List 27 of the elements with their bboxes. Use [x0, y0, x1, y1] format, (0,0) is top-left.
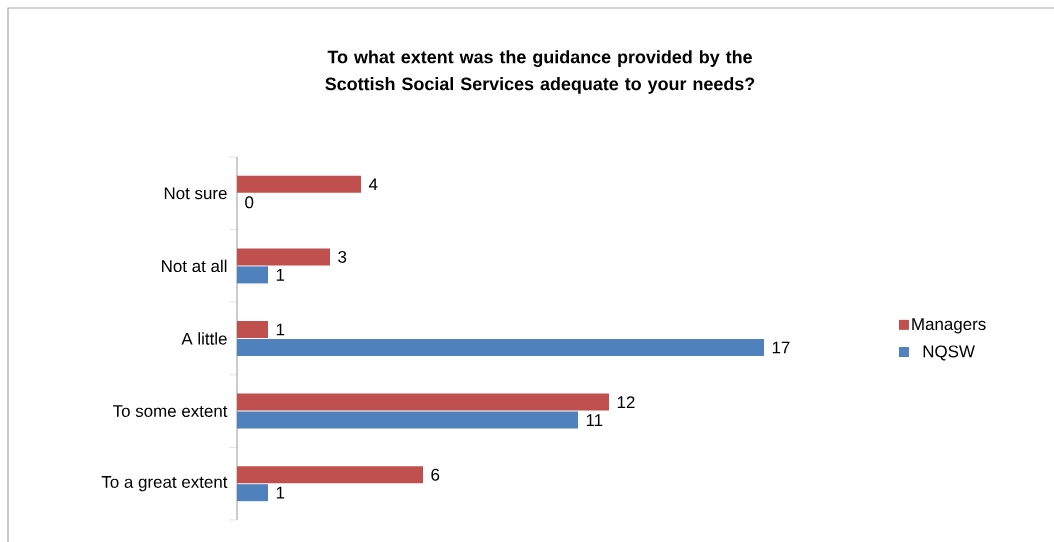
bar — [237, 484, 269, 502]
data-label: 6 — [431, 468, 440, 481]
data-label: 1 — [276, 323, 285, 336]
data-label: 12 — [617, 396, 635, 408]
bar — [237, 411, 579, 429]
y-tick-label: To some extent — [113, 405, 228, 418]
legend-label: NQSW — [923, 345, 975, 361]
bar — [237, 175, 362, 193]
data-label: 17 — [772, 341, 790, 354]
bar — [237, 466, 424, 484]
bar — [237, 393, 610, 411]
data-label: 4 — [368, 178, 378, 191]
legend-label: Managers — [912, 318, 986, 334]
data-label: 11 — [586, 414, 603, 426]
data-label: 0 — [245, 196, 254, 209]
y-tick-label: Not sure — [164, 187, 227, 200]
bar — [237, 320, 269, 338]
data-label: 1 — [276, 269, 285, 281]
chart-title: To what extent was the guidance provided by the Scottish Social Services adequate to your needs? — [325, 50, 755, 94]
bar — [237, 266, 269, 284]
y-tick-label: To a great extent — [101, 476, 228, 492]
data-label: 1 — [276, 486, 285, 499]
bar — [237, 338, 765, 356]
y-tick-label: Not at all — [162, 259, 227, 273]
bar — [237, 248, 331, 266]
data-label: 3 — [338, 250, 347, 263]
y-tick-label: A little — [181, 332, 227, 345]
